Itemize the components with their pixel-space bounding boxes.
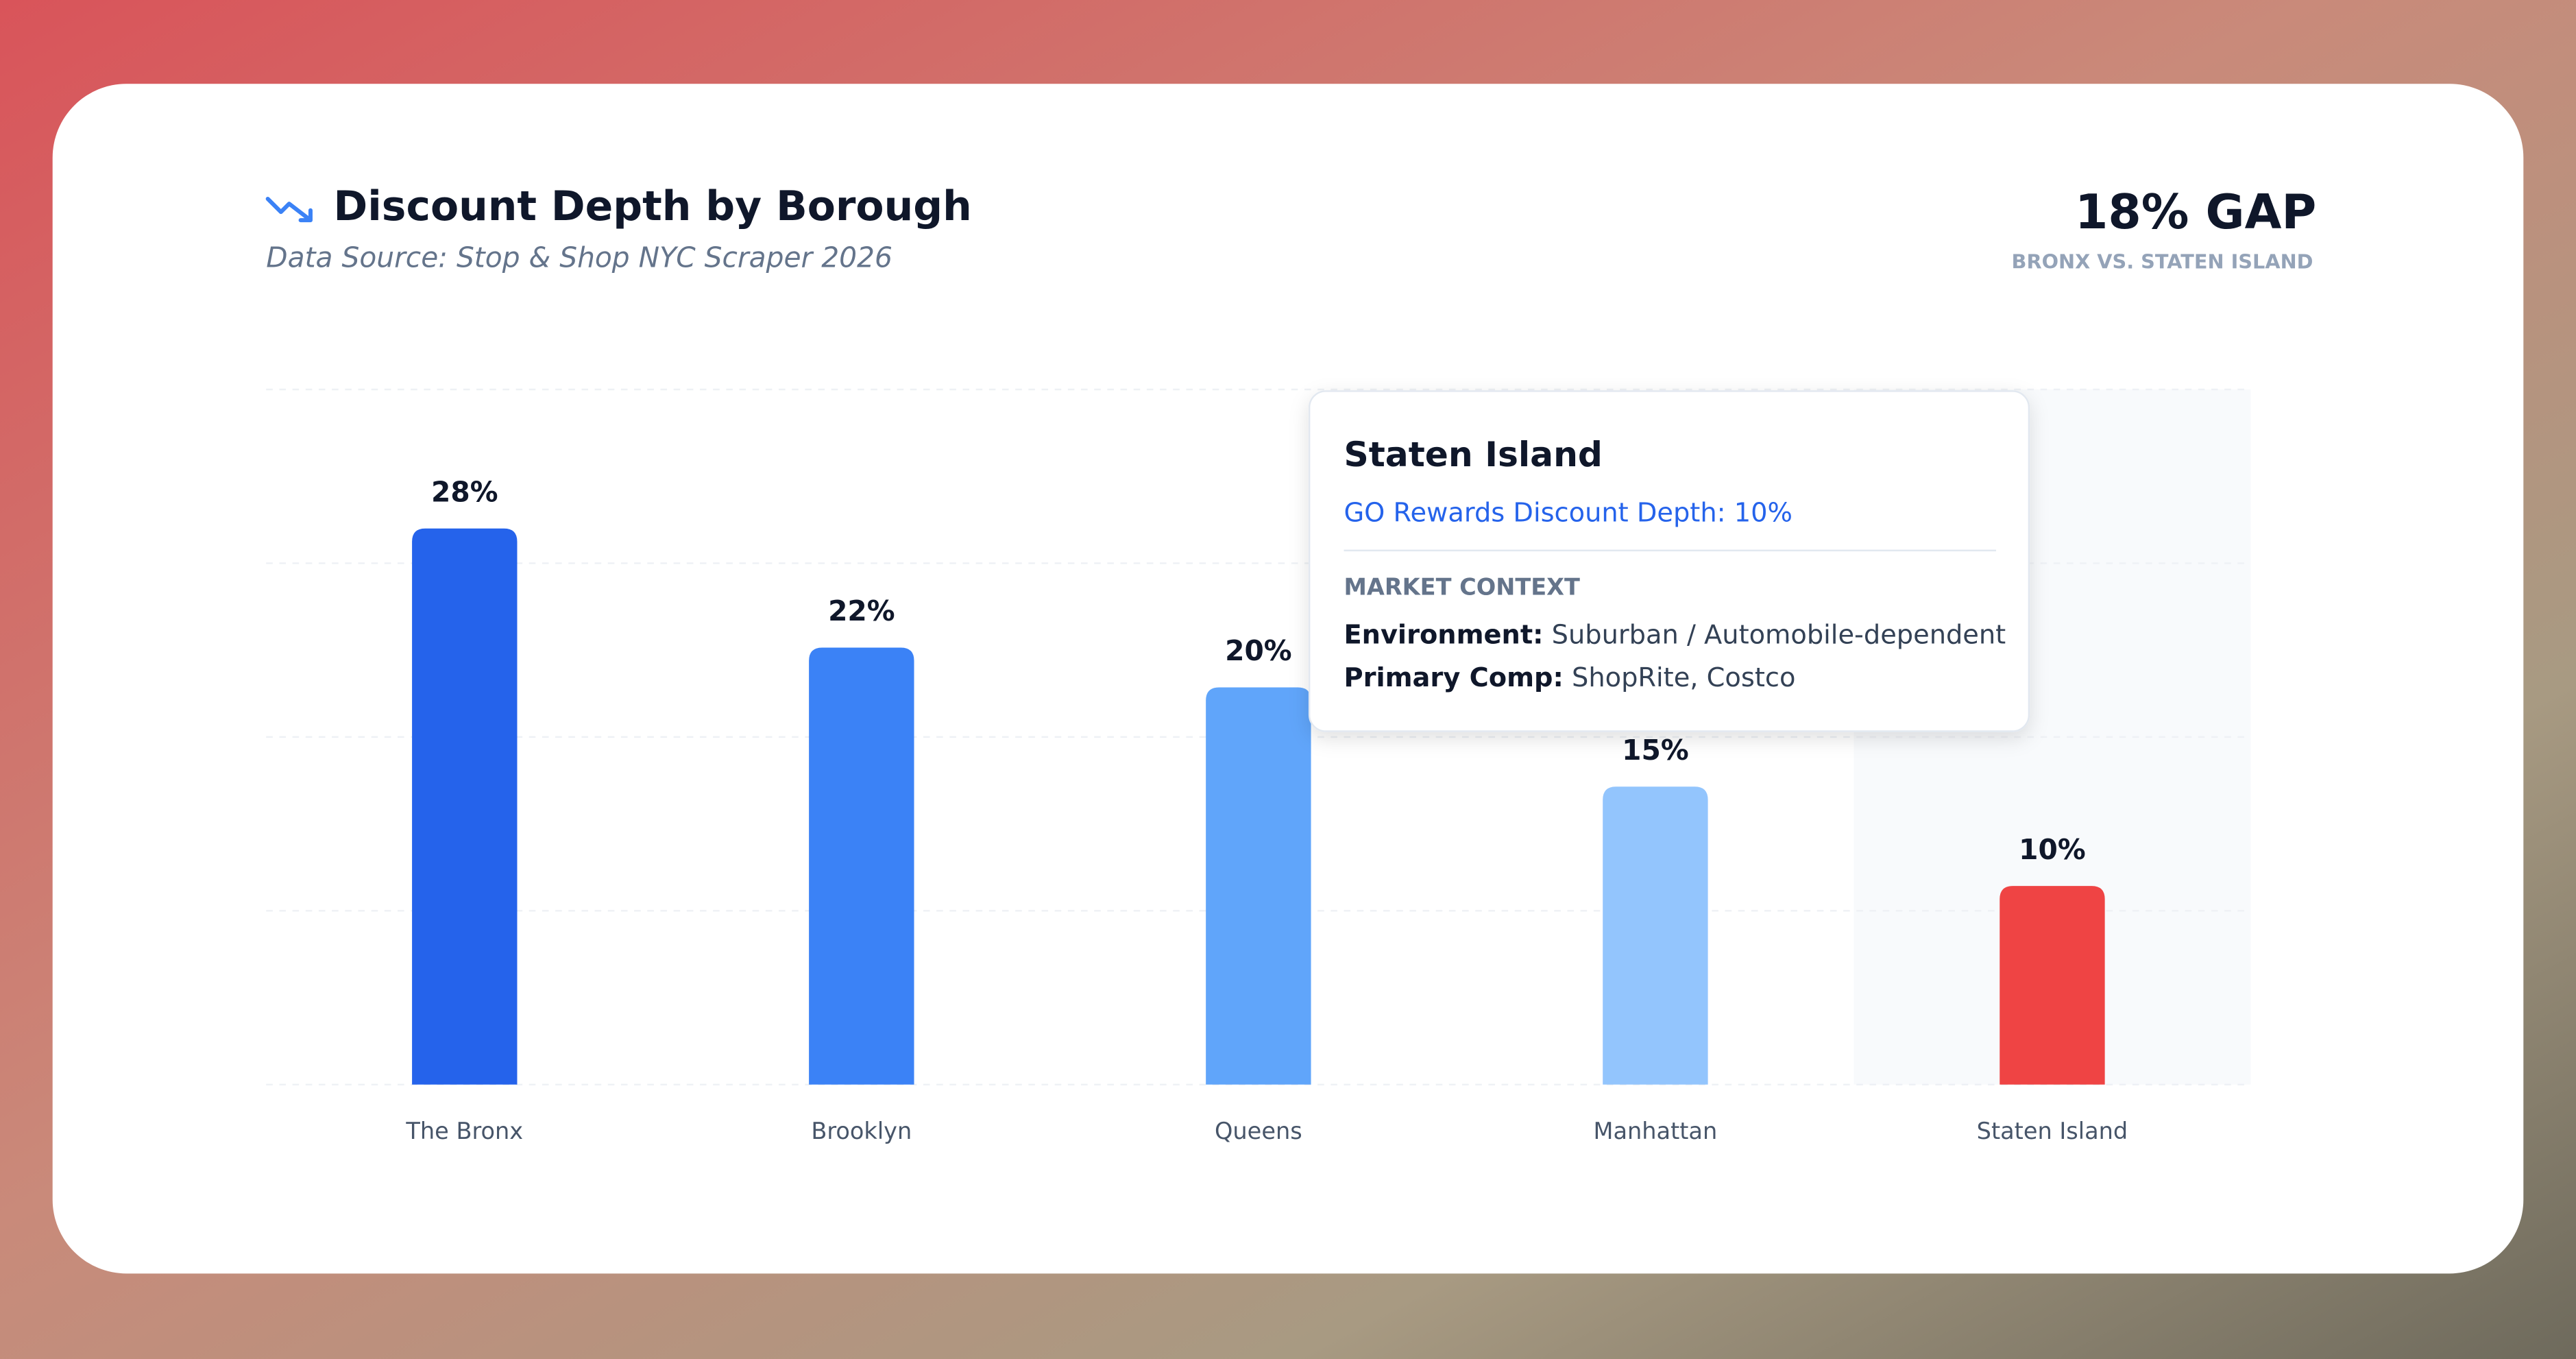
value-label: 22% <box>828 594 895 627</box>
value-label: 10% <box>2019 833 2086 866</box>
headline: 18% GAP <box>2075 184 2316 240</box>
tooltip-row: Environment: Suburban / Automobile-depen… <box>1344 619 2006 650</box>
bar <box>2000 886 2105 1085</box>
tooltip: Staten Island GO Rewards Discount Depth:… <box>1308 390 2030 732</box>
value-label: 20% <box>1225 634 1292 667</box>
tooltip-row-label: Environment: <box>1344 619 1543 650</box>
headline-caption: BRONX VS. STATEN ISLAND <box>2012 250 2313 273</box>
plot: The Bronx 28% Brooklyn 22% Queens 20% Manhatta… <box>266 388 2251 1144</box>
tooltip-row-value: Suburban / Automobile-dependent <box>1552 619 2006 650</box>
x-tick-label: Staten Island <box>1977 1118 2128 1144</box>
chart-subtitle: Data Source: Stop & Shop NYC Scraper 202… <box>266 241 892 274</box>
tooltip-row-label: Primary Comp: <box>1344 662 1563 693</box>
value-label: 28% <box>431 475 498 508</box>
x-tick-label: The Bronx <box>405 1118 523 1144</box>
tooltip-title: Staten Island <box>1344 434 1602 474</box>
tooltip-section: MARKET CONTEXT <box>1344 573 1580 600</box>
tooltip-value: GO Rewards Discount Depth: 10% <box>1344 498 1792 529</box>
bar <box>1206 687 1311 1085</box>
x-tick-label: Queens <box>1215 1118 1302 1144</box>
tooltip-row-value: ShopRite, Costco <box>1572 662 1795 693</box>
bar <box>809 647 914 1085</box>
tooltip-row: Primary Comp: ShopRite, Costco <box>1344 662 1795 693</box>
bar <box>412 528 518 1085</box>
chart-title: Discount Depth by Borough <box>334 182 972 230</box>
trend-icon <box>265 196 313 223</box>
value-label: 15% <box>1622 734 1689 767</box>
tooltip-box <box>1308 390 2030 732</box>
x-tick-label: Brooklyn <box>811 1118 912 1144</box>
x-tick-label: Manhattan <box>1594 1118 1718 1144</box>
bar <box>1603 786 1708 1085</box>
